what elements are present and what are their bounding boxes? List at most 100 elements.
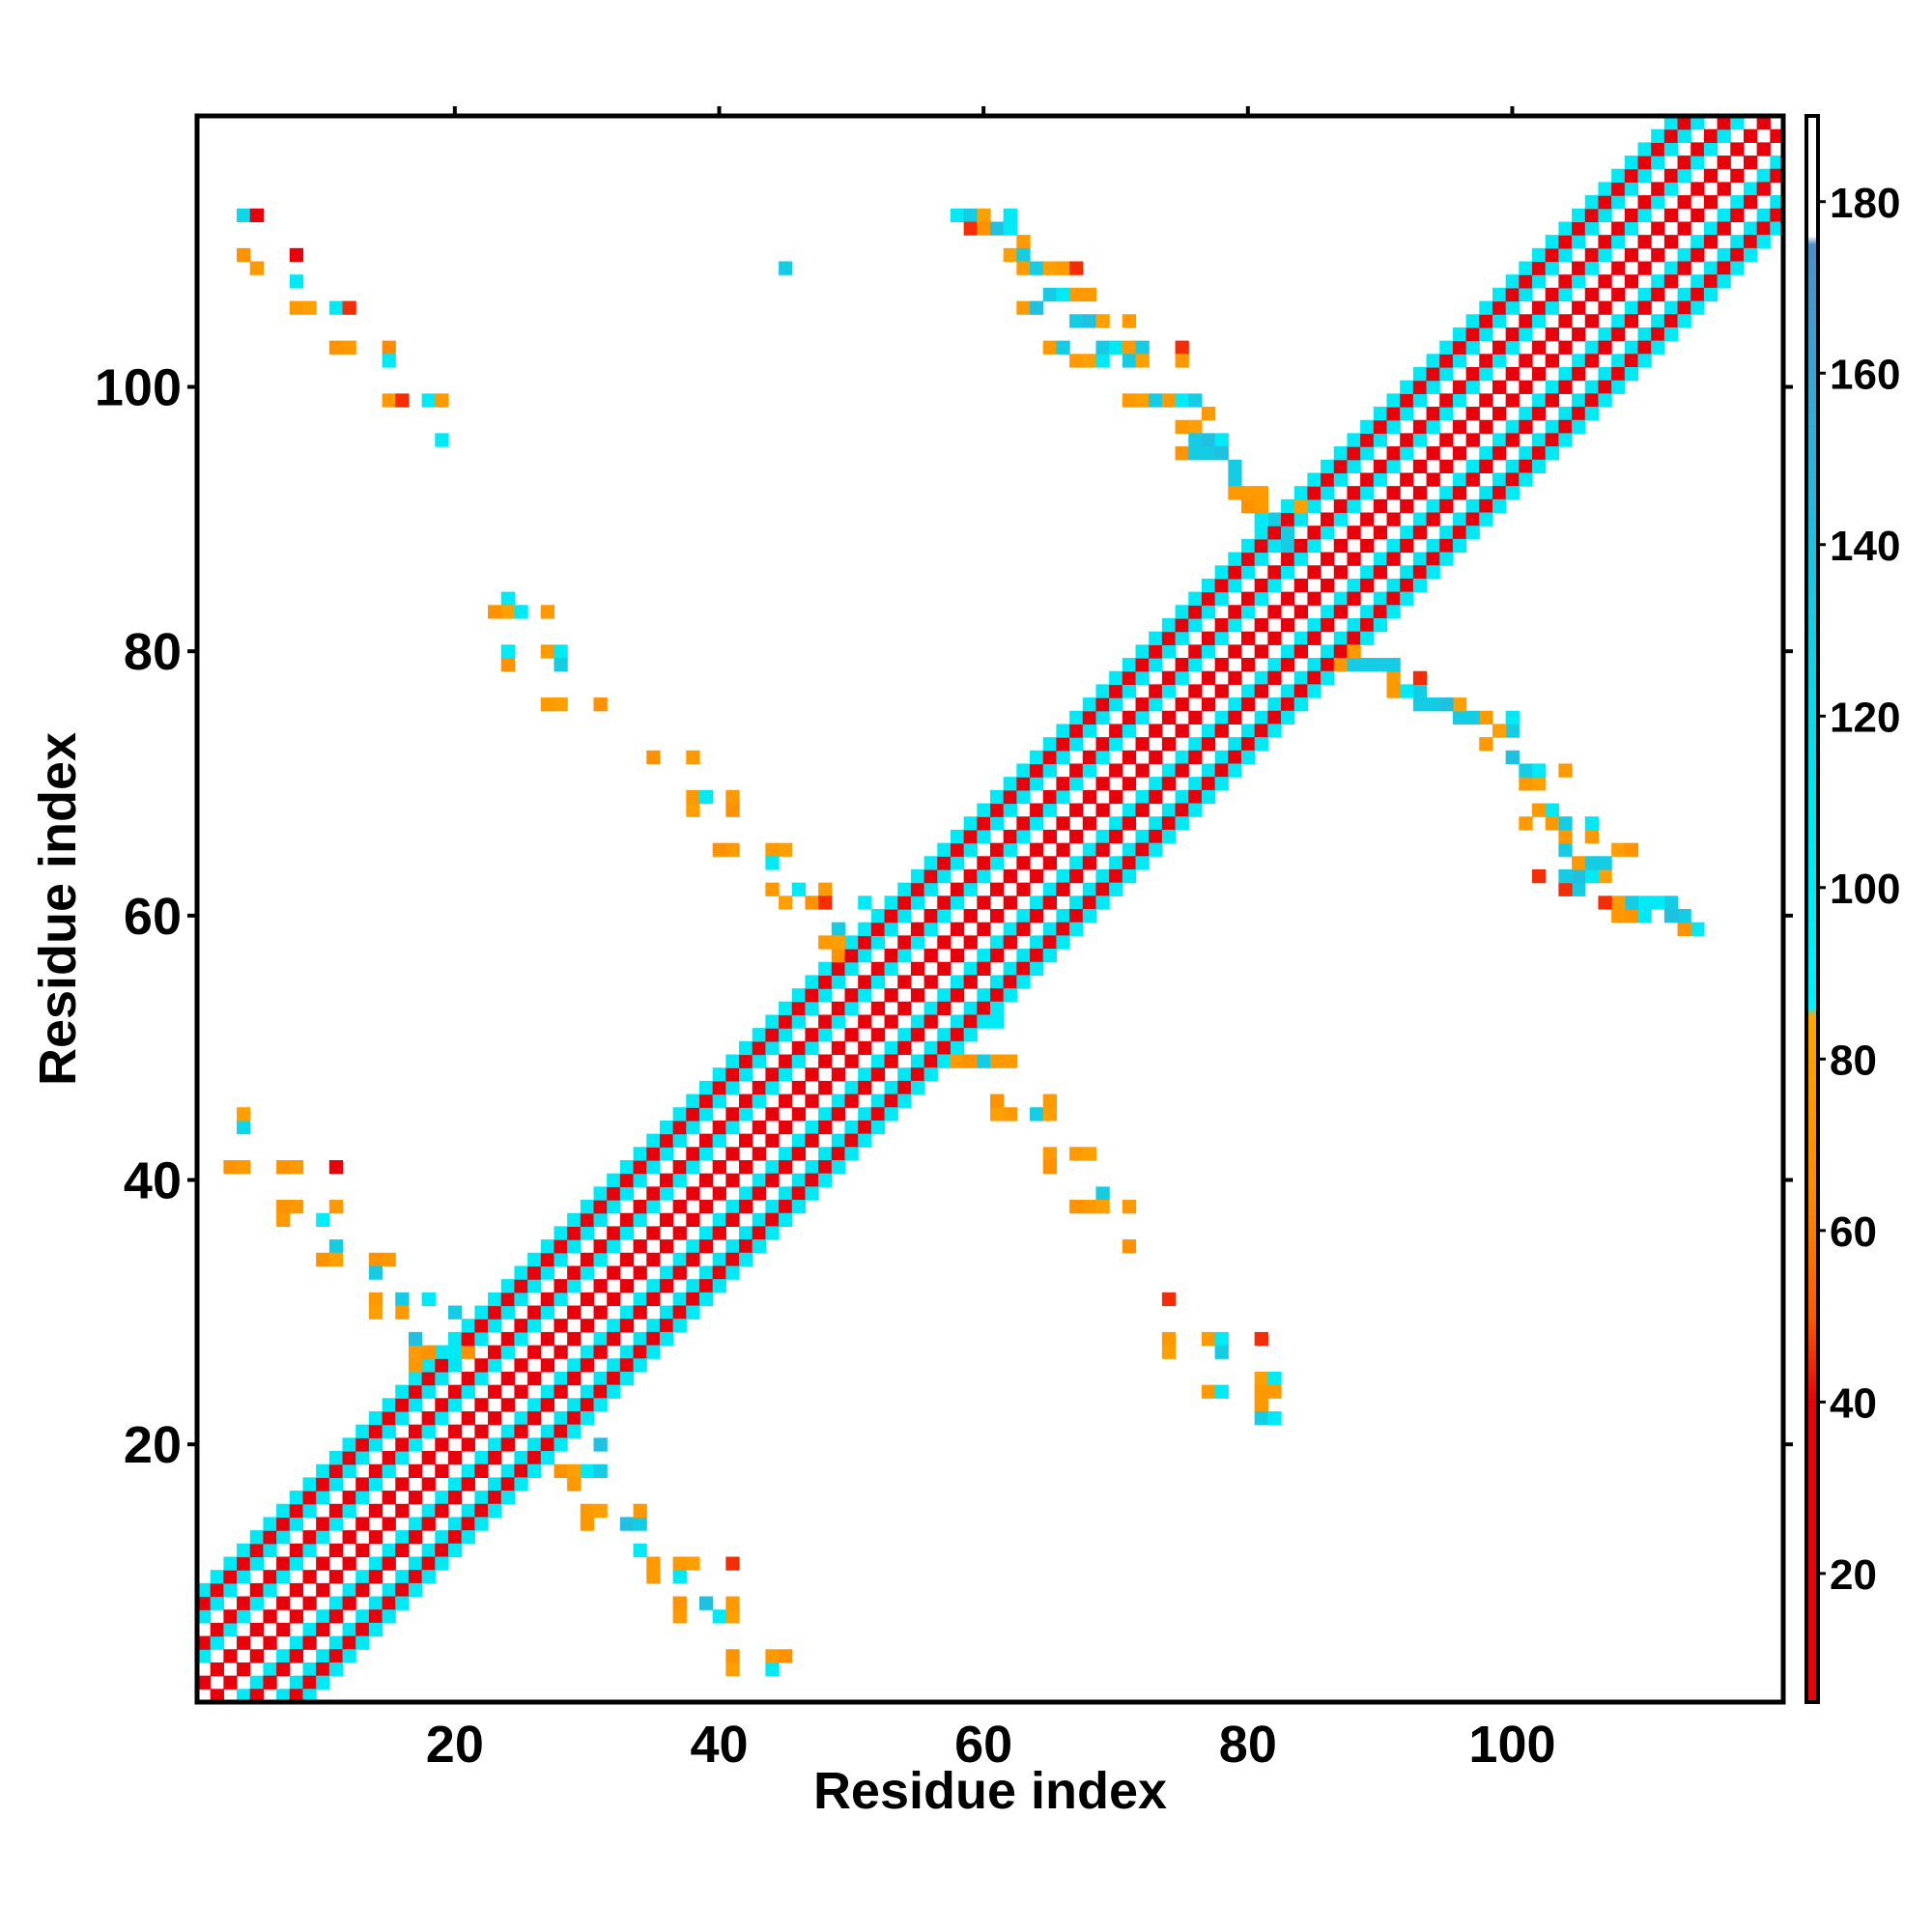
heatmap-cell [1465,407,1480,421]
heatmap-cell [421,1410,436,1426]
heatmap-cell [672,1226,687,1240]
heatmap-cell [237,1570,251,1584]
heatmap-cell [1505,300,1520,315]
heatmap-cell [844,1054,859,1068]
heatmap-cell [263,1517,277,1531]
heatmap-cell [725,1596,740,1610]
heatmap-cell [474,1319,489,1333]
heatmap-cell [1082,287,1097,302]
heatmap-cell [1558,314,1573,328]
heatmap-cell [977,1054,991,1068]
heatmap-cell [1373,617,1388,633]
heatmap-cell [1228,750,1242,765]
heatmap-cell [1003,895,1017,910]
heatmap-cell [1558,816,1573,831]
heatmap-cell [1360,472,1375,487]
heatmap-cell [237,247,251,263]
heatmap-cell [554,1226,568,1240]
heatmap-cell [1400,526,1414,540]
heatmap-cell [447,1517,463,1531]
heatmap-cell [514,1279,528,1293]
heatmap-cell [858,949,872,963]
heatmap-cell [435,433,449,447]
heatmap-cell [488,605,502,619]
heatmap-cell [1756,182,1771,196]
heatmap-cell [1161,670,1177,685]
heatmap-cell [1321,486,1335,500]
heatmap-cell [1214,1384,1229,1399]
heatmap-cell [765,1226,780,1240]
heatmap-cell [1201,724,1216,738]
heatmap-cell [514,1410,528,1426]
heatmap-cell [1519,354,1533,368]
heatmap-cell [1584,816,1600,831]
heatmap-cell [421,1570,436,1584]
heatmap-cell [395,1398,410,1412]
heatmap-cell [1188,710,1203,725]
heatmap-cell [1439,552,1454,566]
heatmap-cell [382,1410,396,1426]
heatmap-cell [818,975,833,989]
x-tick-label: 20 [426,1716,484,1774]
heatmap-cell [1135,658,1150,672]
heatmap-cell [1240,750,1256,765]
heatmap-cell [421,1371,436,1386]
heatmap-cell [1267,1410,1282,1426]
heatmap-cell [633,1345,647,1359]
heatmap-cell [223,1622,238,1637]
y-tick-label: 80 [124,623,182,681]
heatmap-cell [1122,1239,1137,1254]
heatmap-cell [1492,498,1507,514]
heatmap-cell [1624,274,1639,289]
heatmap-cell [249,1582,265,1598]
heatmap-cell [1293,552,1308,566]
heatmap-cell [1465,459,1480,474]
heatmap-cell [1400,446,1414,461]
heatmap-cell [302,1622,317,1637]
heatmap-cell [1677,287,1691,302]
heatmap-cell [593,1239,608,1254]
heatmap-cell [447,1345,463,1359]
heatmap-cell [1492,287,1507,302]
heatmap-cell [514,1292,528,1307]
heatmap-cell [937,988,952,1003]
heatmap-cell [580,1463,595,1478]
heatmap-cell [355,1437,370,1452]
heatmap-cell [1321,617,1335,633]
heatmap-cell [328,1662,344,1677]
heatmap-cell [1532,763,1547,778]
heatmap-cell [1572,261,1586,275]
heatmap-cell [1624,156,1639,170]
heatmap-cell [249,208,265,223]
heatmap-cell [1703,128,1719,143]
heatmap-cell [1056,750,1070,765]
heatmap-cell [328,1517,344,1531]
heatmap-cell [1479,300,1493,315]
heatmap-cell [686,803,700,817]
heatmap-cell [1122,710,1137,725]
heatmap-cell [1082,856,1097,870]
heatmap-cell [1188,737,1203,752]
heatmap-cell [1439,697,1454,712]
heatmap-cell [831,1014,846,1029]
heatmap-cell [686,1292,700,1307]
heatmap-cell [1214,433,1229,447]
heatmap-cell [289,1675,304,1690]
heatmap-cell [1505,327,1520,342]
heatmap-cell [672,1252,687,1267]
heatmap-cell [1082,789,1097,805]
heatmap-cell [805,1028,819,1042]
heatmap-cell [937,856,952,870]
heatmap-cell [1201,697,1216,712]
heatmap-cell [554,1239,568,1254]
heatmap-cell [1188,591,1203,606]
heatmap-cell [1545,393,1559,408]
heatmap-cell [990,1107,1005,1122]
heatmap-cell [1175,658,1189,672]
heatmap-cell [1016,975,1031,989]
heatmap-cell [1677,314,1691,328]
heatmap-cell [739,1133,753,1148]
heatmap-cell [686,1159,700,1175]
heatmap-cell [1519,777,1533,791]
heatmap-cell [1558,287,1573,302]
